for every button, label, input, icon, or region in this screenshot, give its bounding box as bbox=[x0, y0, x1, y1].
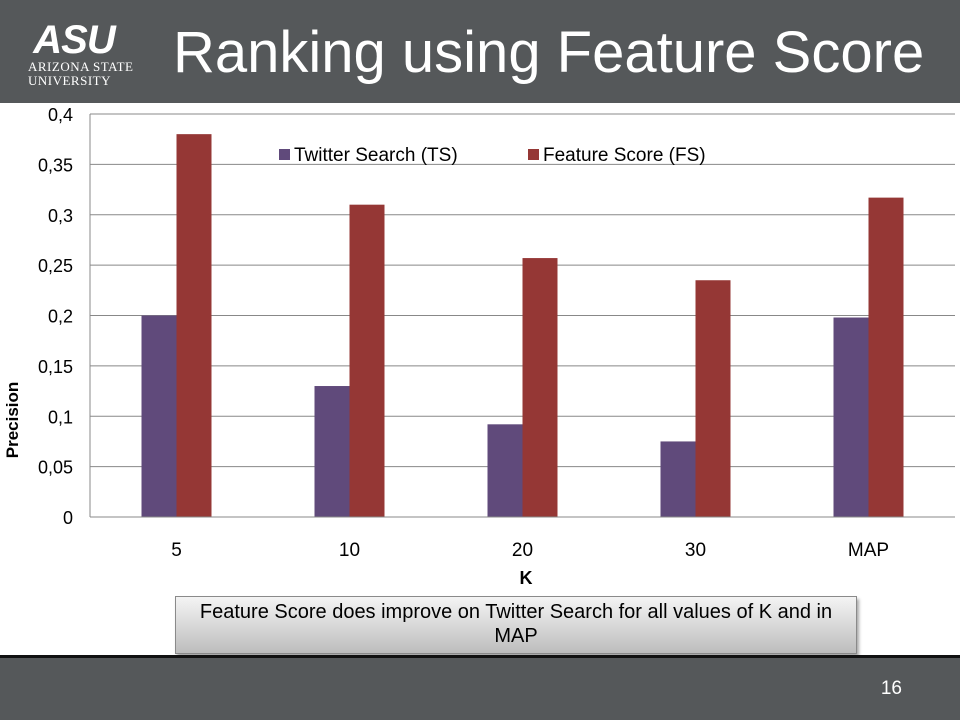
y-tick-label: 0,1 bbox=[48, 407, 73, 427]
asu-logo-line-1: ARIZONA STATE bbox=[28, 59, 134, 74]
y-tick-label: 0,2 bbox=[48, 307, 73, 327]
conclusion-callout: Feature Score does improve on Twitter Se… bbox=[175, 596, 857, 654]
legend-swatch bbox=[279, 149, 290, 160]
bar-fs-30 bbox=[695, 280, 731, 517]
legend-swatch bbox=[528, 149, 539, 160]
legend: Twitter Search (TS) Feature Score (FS) bbox=[279, 145, 706, 166]
bar-ts-5 bbox=[141, 315, 177, 517]
x-tick-label: 10 bbox=[339, 540, 360, 561]
x-tick-label: 5 bbox=[171, 540, 182, 561]
bars bbox=[141, 134, 904, 518]
bar-ts-10 bbox=[314, 386, 350, 517]
slide-title: Ranking using Feature Score bbox=[173, 20, 925, 85]
bar-fs-10 bbox=[349, 204, 385, 518]
asu-logo-mark: ASU bbox=[33, 18, 115, 62]
legend-label: Twitter Search (TS) bbox=[294, 145, 458, 166]
x-axis-title: K bbox=[520, 568, 533, 588]
y-tick-label: 0,15 bbox=[38, 357, 73, 377]
y-tick-label: 0,4 bbox=[48, 105, 73, 125]
y-tick-label: 0,35 bbox=[38, 155, 73, 175]
slide-header: ASU ARIZONA STATE UNIVERSITY Ranking usi… bbox=[0, 0, 960, 103]
bar-ts-20 bbox=[487, 424, 523, 517]
bar-chart: 00,050,10,150,20,250,30,350,45 10 20 30 MAP … bbox=[3, 105, 955, 588]
x-tick-label: 20 bbox=[512, 540, 533, 561]
y-tick-label: 0 bbox=[63, 508, 73, 528]
bar-ts-30 bbox=[660, 441, 696, 517]
page-number: 16 bbox=[880, 678, 902, 699]
x-tick-label: 30 bbox=[685, 540, 706, 561]
asu-logo-line-2: UNIVERSITY bbox=[28, 73, 111, 88]
asu-logo: ASU ARIZONA STATE UNIVERSITY bbox=[22, 20, 142, 96]
y-tick-label: 0,25 bbox=[38, 256, 73, 276]
legend-label: Feature Score (FS) bbox=[543, 145, 706, 166]
bar-fs-20 bbox=[522, 258, 558, 517]
y-tick-label: 0,3 bbox=[48, 206, 73, 226]
slide-footer: 16 bbox=[0, 655, 960, 720]
bar-fs-5 bbox=[176, 134, 212, 517]
bar-fs-map bbox=[868, 197, 904, 517]
bar-ts-map bbox=[833, 317, 869, 517]
y-axis-title: Precision bbox=[3, 382, 22, 459]
x-tick-label: MAP bbox=[848, 540, 889, 561]
axes: 0 0,05 0,1 0,15 0,2 0,25 0,3 0,35 0,4 5 10 20 30 MAP bbox=[38, 105, 955, 561]
y-tick-label: 0,05 bbox=[38, 458, 73, 478]
